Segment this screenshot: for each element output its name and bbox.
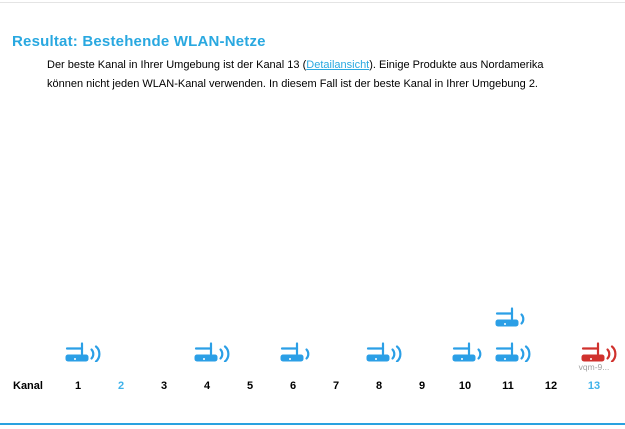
wlan-router-icon-channel-8 bbox=[366, 342, 402, 363]
wlan-router-icon-channel-13 bbox=[581, 342, 617, 363]
channel-number-13: 13 bbox=[587, 380, 601, 392]
channel-number-4: 4 bbox=[203, 380, 211, 392]
wlan-router-icon-channel-6 bbox=[280, 342, 316, 362]
channel-number-2: 2 bbox=[117, 380, 125, 392]
channel-number-9: 9 bbox=[418, 380, 426, 392]
top-divider bbox=[0, 2, 625, 3]
wlan-router-icon-channel-4 bbox=[194, 342, 230, 363]
channel-number-10: 10 bbox=[458, 380, 472, 392]
intro-line1-before: Der beste Kanal in Ihrer Umgebung ist de… bbox=[47, 59, 307, 71]
detail-view-link[interactable]: Detailansicht bbox=[306, 59, 370, 71]
channel-number-11: 11 bbox=[502, 380, 514, 392]
network-ssid-label: vqm-9... bbox=[578, 362, 610, 372]
channel-number-3: 3 bbox=[160, 380, 168, 392]
channel-number-12: 12 bbox=[544, 380, 558, 392]
intro-paragraph: Der beste Kanal in Ihrer Umgebung ist de… bbox=[47, 56, 592, 94]
intro-line2: können nicht jeden WLAN-Kanal verwenden.… bbox=[47, 78, 538, 90]
channel-number-6: 6 bbox=[289, 380, 297, 392]
x-axis-label: Kanal bbox=[13, 380, 43, 392]
wlan-router-icon-channel-1 bbox=[65, 342, 101, 363]
page-title: Resultat: Bestehende WLAN-Netze bbox=[12, 33, 266, 51]
channel-number-1: 1 bbox=[74, 380, 82, 392]
channel-number-7: 7 bbox=[332, 380, 340, 392]
bottom-divider bbox=[0, 423, 625, 425]
wlan-router-icon-channel-11 bbox=[495, 342, 531, 363]
wlan-router-icon-channel-11 bbox=[495, 307, 531, 327]
channel-number-8: 8 bbox=[375, 380, 383, 392]
intro-line1-after: ). Einige Produkte aus Nordamerika bbox=[369, 59, 544, 71]
wlan-router-icon-channel-10 bbox=[452, 342, 488, 362]
channel-number-5: 5 bbox=[246, 380, 254, 392]
